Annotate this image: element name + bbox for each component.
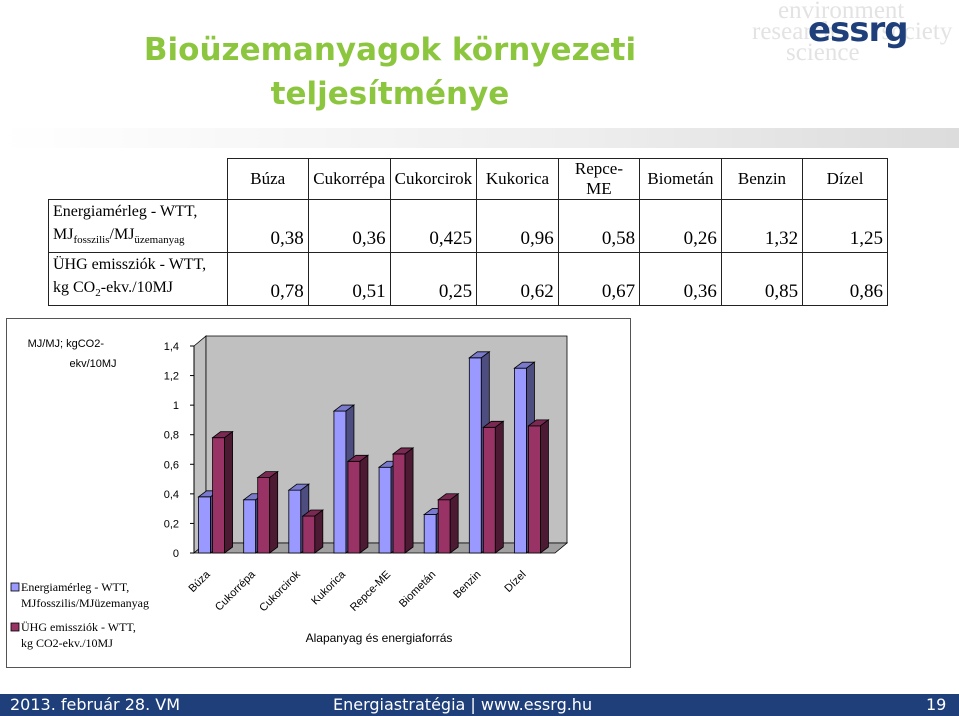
table-header-cell: Repce-ME — [557, 158, 641, 200]
table-cell: 0,58 — [557, 198, 641, 254]
y-tick-label: 1,2 — [164, 371, 179, 383]
slide-title-line1: Bioüzemanyagok környezeti — [143, 32, 637, 68]
legend-entry: kg CO2-ekv./10MJ — [21, 636, 113, 650]
table-cell: 0,67 — [557, 252, 641, 307]
table-cell: 0,85 — [720, 252, 804, 307]
legend-entry: ÜHG emissziók - WTT, — [21, 620, 136, 634]
table-header-cell: Dízel — [802, 158, 888, 200]
table-row: Energiamérleg - WTT, MJfosszilis/MJüzema… — [48, 198, 888, 254]
data-table-image: Búza Cukorrépa Cukorcirok Kukorica Repce… — [48, 158, 888, 307]
bar — [482, 426, 496, 554]
bar — [423, 514, 437, 554]
bar — [347, 460, 361, 554]
chart-frame: 0 0,2 0,4 0,6 0,8 1 1,2 1,4 Búza Cukorrépa Cukorci… — [6, 318, 631, 668]
table-cell: 0,38 — [226, 198, 309, 254]
legend-swatch — [10, 582, 20, 592]
x-tick-label: Dízel — [502, 569, 528, 595]
table-cell: 1,25 — [802, 198, 888, 254]
table-header-cell: Benzin — [720, 158, 804, 200]
bar — [288, 489, 302, 554]
table-header-cell: Cukorcirok — [389, 158, 478, 200]
logo-word: research society — [752, 18, 953, 45]
bar-side — [449, 492, 459, 554]
data-table: Búza Cukorrépa Cukorcirok Kukorica Repce… — [48, 158, 888, 307]
table-cell: 0,96 — [476, 198, 559, 254]
x-tick-label: Cukorrépa — [213, 568, 258, 613]
footer-date: 2013. február 28. VM — [10, 695, 180, 714]
table-row: ÜHG emissziók - WTT, kg CO2-ekv./10MJ 0,… — [48, 252, 888, 307]
divider-band — [0, 128, 959, 148]
bar-side — [359, 454, 369, 554]
bar — [212, 437, 225, 554]
table-cell: 0,36 — [639, 252, 722, 307]
bar-side — [404, 447, 414, 554]
bar — [333, 410, 347, 554]
table-cell: 0,425 — [389, 198, 478, 254]
footer-page-number: 19 — [926, 695, 947, 714]
logo-word: science — [786, 39, 860, 66]
bar — [243, 499, 257, 554]
bar-side — [269, 470, 279, 554]
bar — [437, 499, 451, 554]
table-cell: 0,26 — [639, 198, 722, 254]
legend-swatch — [10, 622, 20, 632]
x-tick-label: Kukorica — [309, 568, 348, 607]
bar-side — [494, 420, 504, 554]
table-cell: 0,62 — [476, 252, 559, 307]
x-tick-label: Búza — [186, 568, 213, 595]
table-cell: 1,32 — [720, 198, 804, 254]
table-cell: 0,36 — [307, 198, 391, 254]
bar — [392, 453, 406, 554]
table-cell: 0,51 — [307, 252, 391, 307]
table-cell: 0,25 — [389, 252, 478, 307]
y-axis-label: MJ/MJ; kgCO2- — [28, 338, 105, 350]
table-header-cell: Kukorica — [476, 158, 559, 200]
footer-website: Energiastratégia | www.essrg.hu — [333, 695, 593, 714]
y-tick-label: 1 — [173, 400, 179, 412]
x-tick-label: Biometán — [397, 569, 438, 610]
bar — [468, 357, 482, 554]
x-tick-label: Benzin — [451, 569, 483, 601]
y-tick-label: 0,4 — [164, 489, 179, 501]
bar — [514, 367, 527, 554]
legend-entry: Energiamérleg - WTT, — [21, 580, 129, 594]
bar-side — [540, 419, 549, 554]
bar — [302, 515, 316, 554]
y-tick-label: 0,2 — [164, 518, 179, 530]
table-header-cell: Biometán — [639, 158, 722, 200]
slide-title: Bioüzemanyagok környezeti teljesítménye — [60, 28, 720, 116]
table-corner — [48, 158, 228, 200]
table-row-label: ÜHG emissziók - WTT, kg CO2-ekv./10MJ — [48, 252, 228, 307]
y-tick-label: 0 — [173, 548, 179, 560]
table-row-label: Energiamérleg - WTT, MJfosszilis/MJüzema… — [48, 198, 228, 254]
y-tick-label: 0,8 — [164, 430, 179, 442]
table-header-row: Búza Cukorrépa Cukorcirok Kukorica Repce… — [48, 158, 888, 200]
bar-chart: 0 0,2 0,4 0,6 0,8 1 1,2 1,4 Búza Cukorrépa Cukorci… — [10, 335, 569, 650]
logo-background-words: environment research society science — [752, 0, 959, 66]
y-tick-label: 0,6 — [164, 459, 179, 471]
footer-bar: 2013. február 28. VM Energiastratégia | … — [0, 694, 959, 716]
logo-word: environment — [778, 0, 905, 24]
x-tick-label: Repce-ME — [348, 569, 393, 614]
table-header-cell: Búza — [226, 158, 309, 200]
table-cell: 0,78 — [226, 252, 309, 307]
y-axis-label: ekv/10MJ — [69, 358, 116, 370]
bar — [198, 496, 211, 554]
slide-title-line2: teljesítménye — [270, 76, 510, 112]
bar-side — [224, 430, 233, 554]
bar — [257, 477, 271, 554]
bar-side — [314, 509, 324, 554]
legend-entry: MJfosszilis/MJüzemanyag — [21, 596, 149, 610]
bar — [528, 425, 541, 554]
y-tick-label: 1,4 — [164, 341, 179, 353]
logo: essrg — [808, 10, 909, 50]
x-axis-label: Alapanyag és energiaforrás — [306, 631, 453, 645]
table-header-cell: Cukorrépa — [307, 158, 391, 200]
x-tick-label: Cukorcirok — [257, 568, 303, 614]
bar — [378, 466, 392, 554]
table-cell: 0,86 — [802, 252, 888, 307]
